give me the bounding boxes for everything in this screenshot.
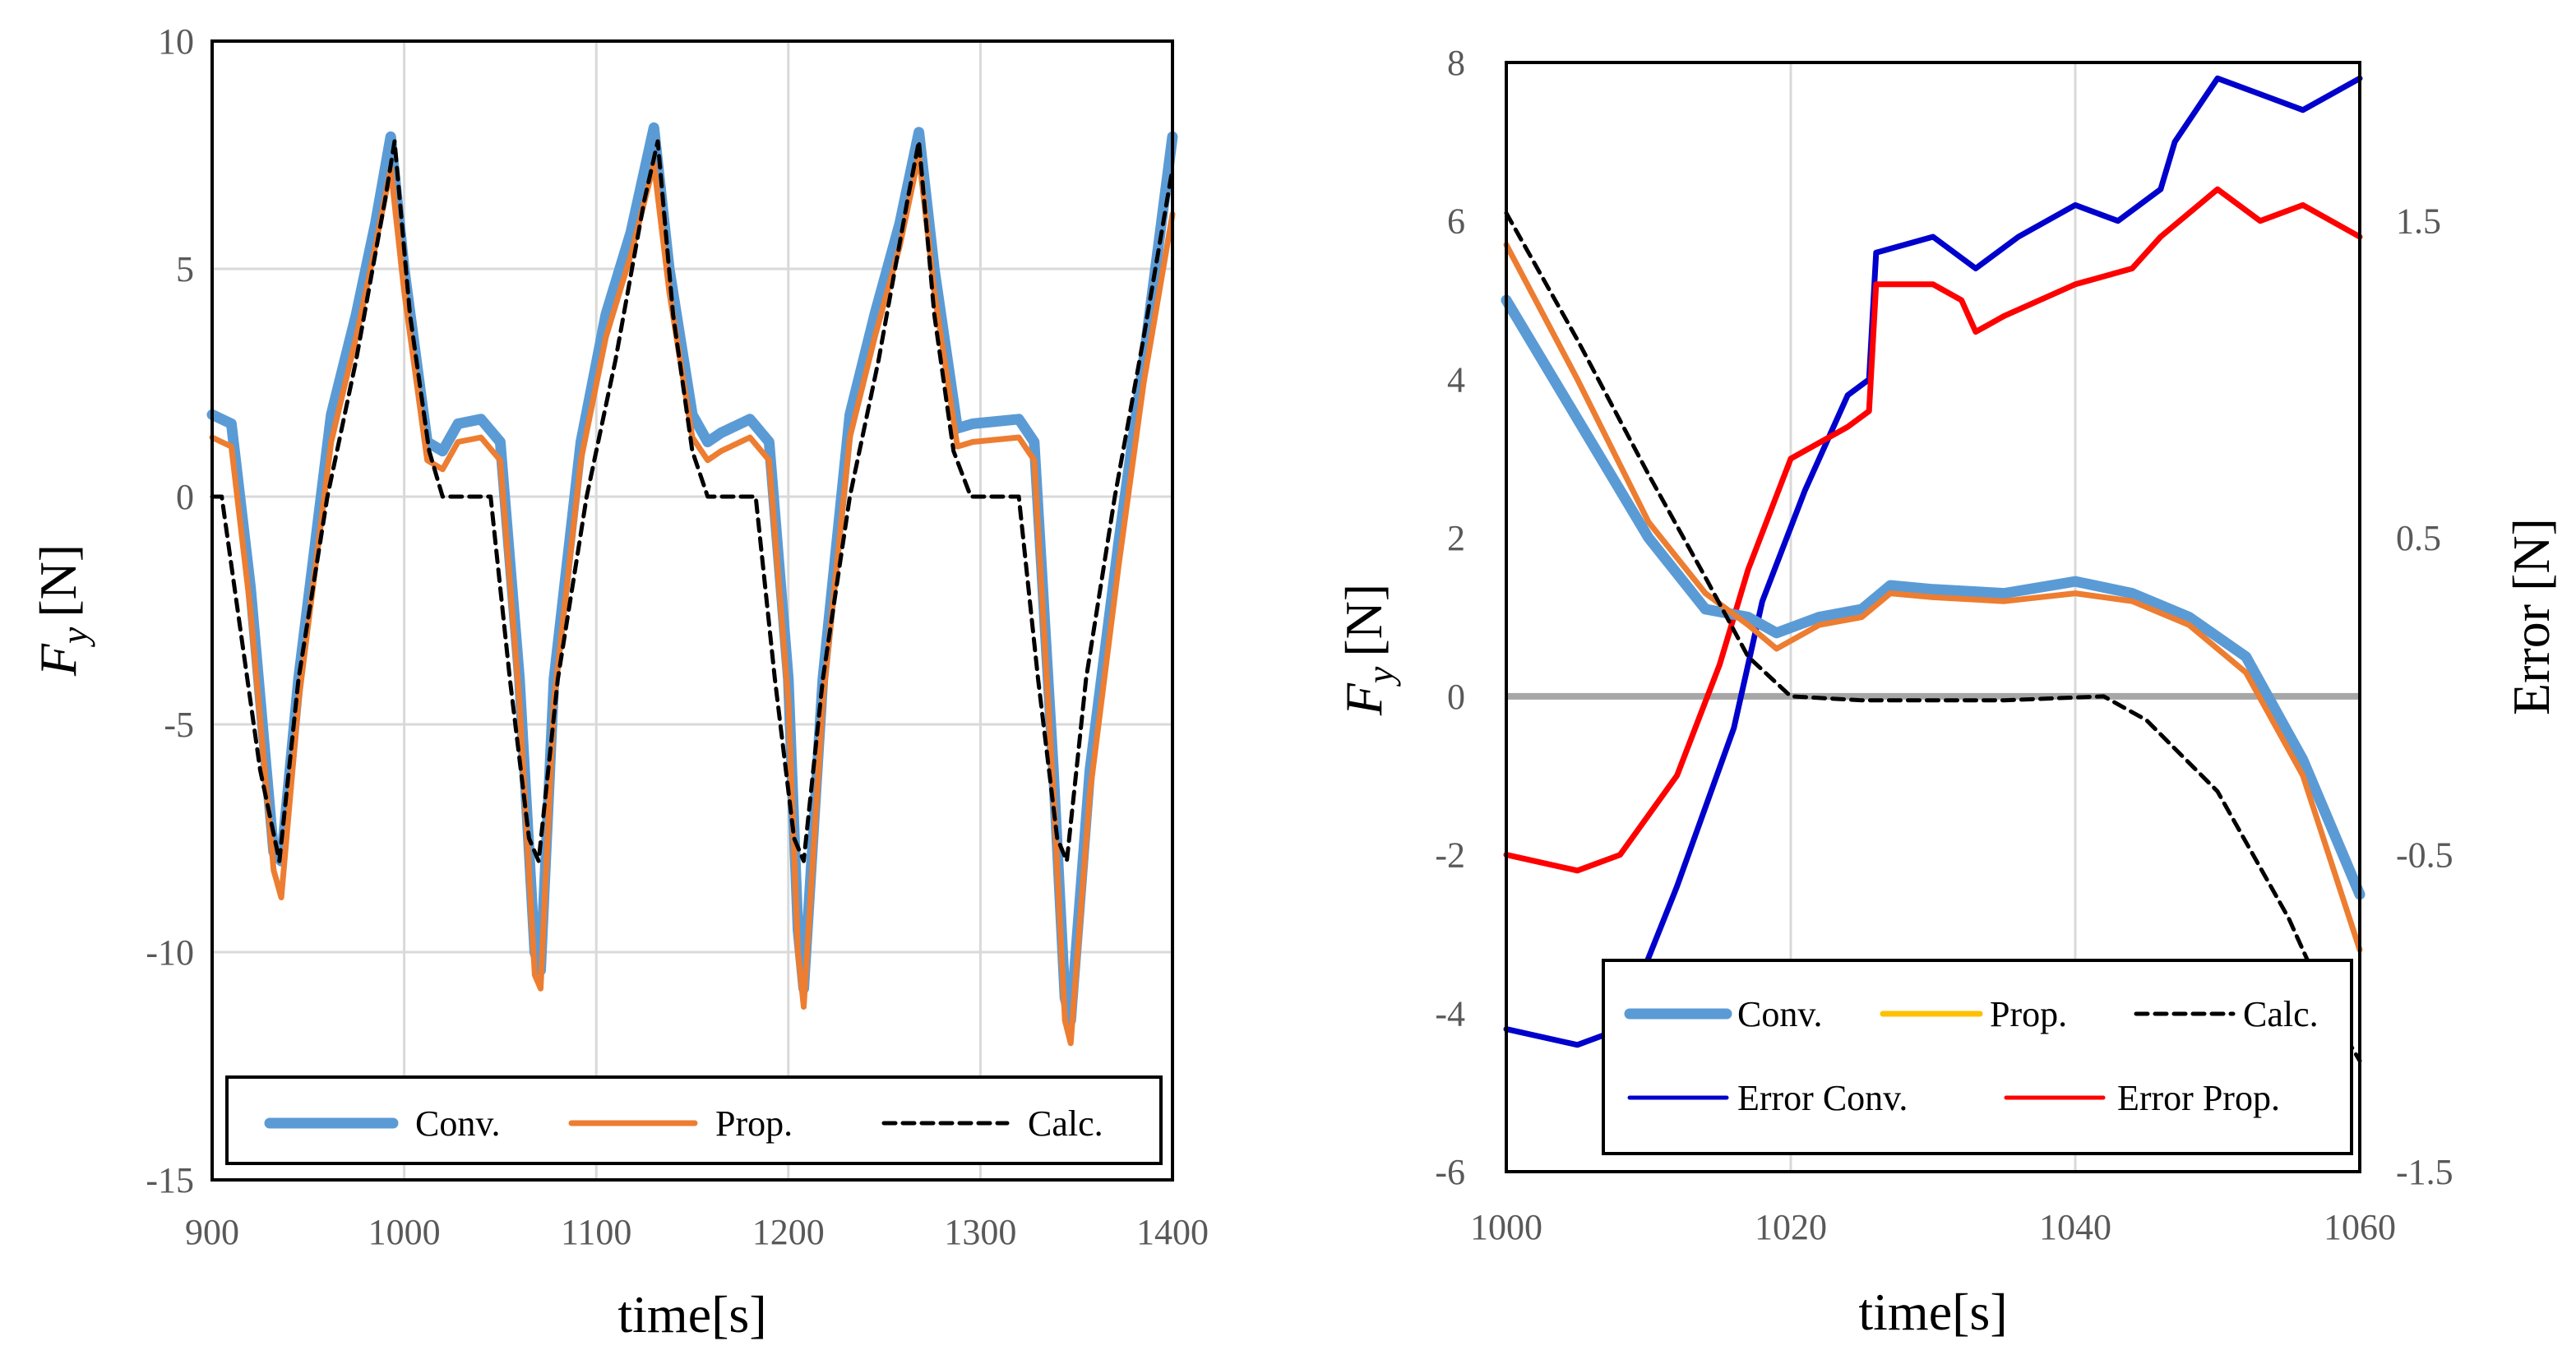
series-line-calc [1504,210,2362,1063]
legend-label: Prop. [1990,994,2067,1034]
y-axis-title-subscript: y [53,627,95,647]
y-tick-label: -6 [1435,1152,1465,1192]
x-tick-label: 1020 [1755,1207,1827,1247]
y2-axis-title: Error [N] [2502,518,2560,715]
legend-label: Conv. [1737,994,1823,1034]
y-tick-label: 0 [1447,677,1465,717]
x-tick-label: 1040 [2039,1207,2111,1247]
y-tick-label: 2 [1447,518,1465,558]
series-line-prop [209,152,1176,1047]
legend-box [1602,959,2353,1155]
legend-label: Error Prop. [2117,1078,2280,1118]
y-tick-label: 10 [158,21,194,62]
y-axis-title-unit: [N] [1334,584,1393,657]
series-line-calc [210,139,1175,863]
y-tick-label: 6 [1447,201,1465,242]
legend-label: Calc. [2243,994,2319,1034]
y-axis-title: Fy [N] [1334,584,1401,716]
y-tick-label: -10 [146,932,194,973]
right-chart: 1000 1020 1040 1060 -6 -4 -2 0 2 4 6 8 -1.5 -0.5 0.5 1.… [1334,43,2560,1341]
y-tick-label: -5 [164,705,194,745]
legend-label: Error Conv. [1737,1078,1908,1118]
x-tick-label: 1000 [368,1212,441,1252]
x-tick-label: 1100 [561,1212,631,1252]
x-axis-title: time[s] [617,1285,766,1344]
plot-frame [1505,61,2361,1173]
series-line-error-prop [1503,186,2363,874]
x-tick-label: 1060 [2324,1207,2396,1247]
left-chart: 900 1000 1100 1200 1300 1400 -15 -10 -5 0 5 10 Conv.… [29,21,1209,1344]
y-axis-title-unit: [N] [29,544,87,617]
y-axis-title: Fy [N] [29,544,95,677]
x-tick-label: 1000 [1470,1207,1542,1247]
y2-tick-label: 0.5 [2396,518,2441,558]
x-axis-title: time[s] [1858,1283,2007,1341]
y-tick-label: 4 [1447,359,1465,400]
legend-label: Prop. [715,1103,793,1144]
legend-label: Conv. [415,1103,501,1144]
series-line-conv [1501,294,2366,900]
y-tick-label: -2 [1435,835,1465,876]
y2-tick-label: -0.5 [2396,835,2453,876]
plot-frame [210,39,1174,1182]
y-tick-label: -4 [1435,993,1465,1034]
series-line-conv [206,122,1178,1026]
y2-tick-label: 1.5 [2396,201,2441,242]
x-tick-label: 900 [185,1212,239,1252]
series-line-error-conv [1503,75,2363,1048]
y-tick-label: 8 [1447,43,1465,83]
x-tick-label: 1300 [944,1212,1016,1252]
legend: Conv. Prop. Calc. [225,1075,1163,1165]
y-axis-title-symbol: F [29,643,87,677]
y-axis-title-symbol: F [1334,682,1393,716]
y-axis-title-subscript: y [1359,666,1401,687]
legend-label: Calc. [1028,1103,1103,1144]
y-tick-label: 5 [176,249,194,289]
series-line-prop [1503,242,2363,953]
x-tick-label: 1400 [1136,1212,1209,1252]
x-tick-label: 1200 [752,1212,825,1252]
y2-tick-label: -1.5 [2396,1152,2453,1192]
y-tick-label: -15 [146,1160,194,1200]
legend: Conv. Prop. Calc. Error Conv. Error Prop. [1602,959,2353,1155]
y-tick-label: 0 [176,477,194,517]
